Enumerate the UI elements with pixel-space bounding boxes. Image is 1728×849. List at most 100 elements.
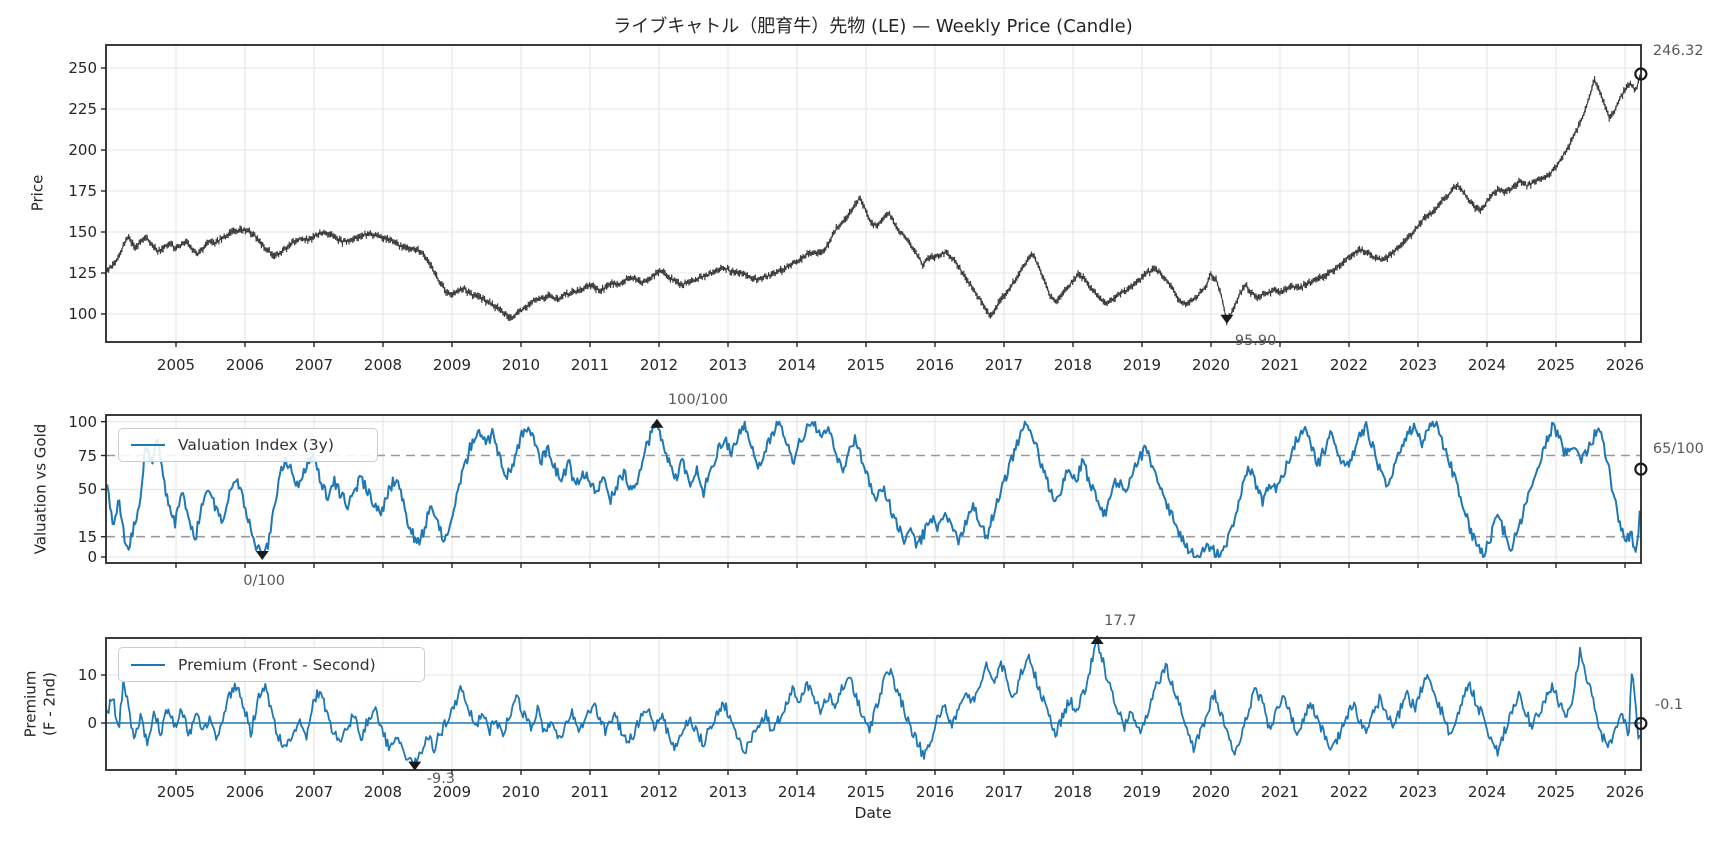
panel-frame: [101, 44, 1642, 347]
annotation-text: 17.7: [1104, 613, 1137, 630]
legend-line-sample: [131, 444, 165, 446]
y-tick-label: 0: [87, 714, 97, 732]
last-value-marker: [1634, 716, 1648, 731]
x-tick-label: 2024: [1467, 783, 1507, 801]
annotation-text: 100/100: [667, 391, 729, 408]
triangle-down-marker: [408, 761, 422, 771]
y-tick-label: 175: [68, 182, 97, 200]
x-tick-label: 2026: [1605, 356, 1645, 374]
x-tick-label: 2007: [294, 783, 334, 801]
x-tick-label: 2020: [1191, 356, 1231, 374]
triangle-down-marker: [1220, 314, 1234, 324]
x-tick-label: 2010: [501, 783, 541, 801]
y-tick-label: 15: [77, 527, 97, 546]
x-tick-label: 2018: [1053, 356, 1093, 374]
triangle-down-marker: [255, 551, 269, 560]
x-tick-label: 2025: [1536, 356, 1576, 374]
x-tick-label: 2007: [294, 356, 334, 374]
annotation-text: 246.32: [1652, 43, 1704, 60]
annotation-text: -0.1: [1654, 697, 1684, 714]
candlestick-series: [106, 74, 1641, 326]
y-tick-label: 100: [68, 305, 97, 323]
x-tick-label: 2021: [1260, 356, 1300, 374]
x-tick-label: 2022: [1329, 356, 1369, 374]
x-tick-label: 2011: [570, 356, 610, 374]
x-axis-label-date: Date: [854, 804, 892, 822]
triangle-up-marker: [650, 418, 664, 428]
legend-valuation: Valuation Index (3y): [118, 428, 378, 462]
x-tick-label: 2013: [708, 783, 748, 801]
x-tick-label: 2020: [1191, 783, 1231, 801]
annotation-marker: [255, 551, 269, 560]
x-tick-label: 2010: [501, 356, 541, 374]
chart-title: ライブキャトル（肥育牛）先物 (LE) — Weekly Price (Cand…: [613, 16, 1133, 37]
x-tick-label: 2022: [1329, 783, 1369, 801]
annotation-text: 95.90: [1234, 332, 1277, 349]
x-tick-label: 2008: [363, 783, 403, 801]
x-tick-label: 2015: [846, 356, 886, 374]
x-tick-label: 2009: [432, 783, 472, 801]
x-tick-label: 2006: [225, 783, 265, 801]
last-value-marker: [1634, 67, 1648, 81]
y-tick-label: 250: [68, 59, 97, 77]
annotation-marker: [408, 761, 422, 771]
y-tick-label: 200: [68, 141, 97, 159]
x-tick-label: 2016: [915, 356, 955, 374]
x-tick-label: 2012: [639, 783, 679, 801]
x-tick-label: 2017: [984, 783, 1024, 801]
panel-frame: [101, 414, 1642, 568]
x-tick-label: 2018: [1053, 783, 1093, 801]
x-tick-label: 2026: [1605, 783, 1645, 801]
y-axis-label-price: Price: [28, 174, 47, 212]
x-tick-label: 2023: [1398, 783, 1438, 801]
y-tick-label: 125: [68, 264, 97, 282]
legend-premium-label: Premium (Front - Second): [178, 655, 376, 674]
x-tick-label: 2021: [1260, 783, 1300, 801]
x-tick-label: 2009: [432, 356, 472, 374]
x-tick-label: 2006: [225, 356, 265, 374]
x-tick-label: 2014: [777, 356, 817, 374]
annotation-text: -9.3: [426, 770, 456, 787]
x-tick-label: 2019: [1122, 783, 1162, 801]
x-tick-label: 2005: [156, 783, 196, 801]
legend-line-sample: [131, 663, 165, 666]
triangle-up-marker: [1090, 635, 1104, 645]
x-tick-label: 2014: [777, 783, 817, 801]
annotation-marker: [1634, 67, 1648, 81]
annotation-marker: [1634, 716, 1648, 731]
annotation-text: 0/100: [243, 573, 286, 589]
x-tick-label: 2019: [1122, 356, 1162, 374]
y-tick-label: 225: [68, 100, 97, 118]
x-tick-label: 2011: [570, 783, 610, 801]
legend-premium: Premium (Front - Second): [118, 647, 425, 682]
x-tick-label: 2008: [363, 356, 403, 374]
valuation-line-series: [106, 420, 1641, 558]
y-axis-label-valuation: Valuation vs Gold: [31, 423, 50, 555]
legend-valuation-label: Valuation Index (3y): [178, 436, 334, 454]
x-tick-label: 2024: [1467, 356, 1507, 374]
x-tick-label: 2023: [1398, 356, 1438, 374]
y-tick-label: 10: [77, 666, 97, 684]
y-tick-label: 100: [68, 412, 97, 431]
annotation-marker: [1220, 314, 1234, 324]
x-tick-label: 2015: [846, 783, 886, 801]
x-tick-label: 2012: [639, 356, 679, 374]
last-value-marker: [1634, 462, 1648, 476]
x-tick-label: 2005: [156, 356, 196, 374]
x-tick-label: 2013: [708, 356, 748, 374]
panel-price: [106, 45, 1641, 342]
y-tick-label: 75: [77, 446, 97, 465]
annotation-marker: [1090, 635, 1104, 645]
annotation-marker: [1634, 462, 1648, 476]
x-tick-label: 2025: [1536, 783, 1576, 801]
panel-valuation: [106, 415, 1641, 563]
x-tick-label: 2017: [984, 356, 1024, 374]
annotation-text: 65/100: [1652, 441, 1704, 458]
panel-frame: [101, 637, 1642, 775]
y-axis-label-premium: Premium (F - 2nd): [21, 670, 58, 738]
premium-line-series: [106, 638, 1641, 766]
y-tick-label: 150: [68, 223, 97, 241]
y-tick-label: 0: [87, 548, 97, 566]
